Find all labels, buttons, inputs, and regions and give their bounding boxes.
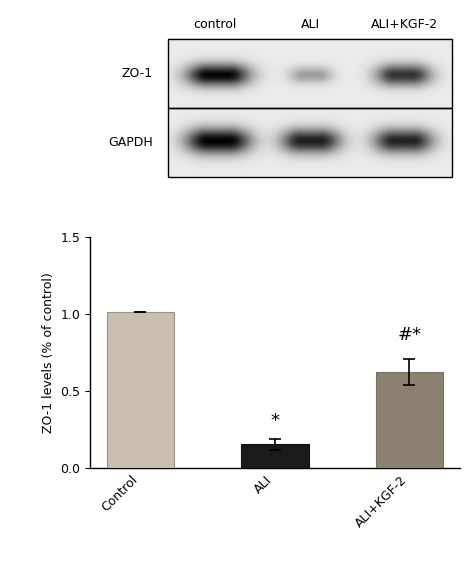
Bar xyxy=(376,372,443,468)
Text: #*: #* xyxy=(397,326,421,344)
Text: GAPDH: GAPDH xyxy=(108,136,153,149)
Text: *: * xyxy=(271,412,279,430)
Text: ALI: ALI xyxy=(301,17,319,30)
Text: ALI+KGF-2: ALI+KGF-2 xyxy=(371,17,438,30)
Bar xyxy=(241,444,309,468)
Y-axis label: ZO-1 levels (% of control): ZO-1 levels (% of control) xyxy=(42,272,55,433)
Text: ZO-1: ZO-1 xyxy=(122,67,153,80)
Text: control: control xyxy=(193,17,237,30)
Bar xyxy=(107,312,174,468)
